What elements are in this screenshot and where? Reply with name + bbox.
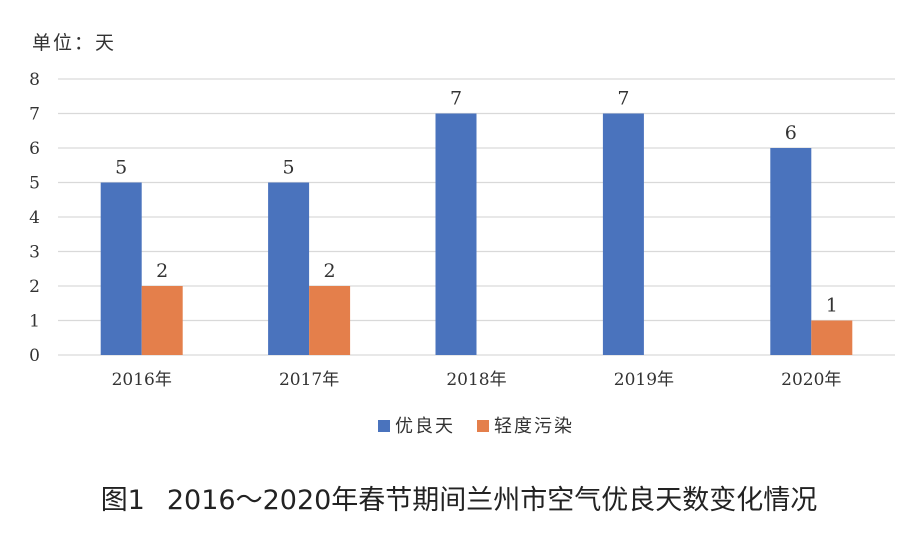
bar-good xyxy=(100,182,142,355)
bar-light-pollution xyxy=(141,286,183,355)
x-tick-label: 2019年 xyxy=(614,370,674,390)
unit-label: 单位：天 xyxy=(32,32,117,54)
data-label: 2 xyxy=(156,260,168,282)
x-tick-label: 2018年 xyxy=(446,370,506,390)
legend-swatch-good xyxy=(378,420,390,432)
y-tick-label: 8 xyxy=(29,70,40,90)
figure-title: 2016～2020年春节期间兰州市空气优良天数变化情况 xyxy=(166,485,818,516)
x-tick-label: 2017年 xyxy=(279,370,339,390)
y-tick-label: 0 xyxy=(29,346,40,366)
data-label: 7 xyxy=(617,88,629,110)
data-label: 7 xyxy=(450,88,462,110)
bar-good xyxy=(268,182,310,355)
data-label: 6 xyxy=(785,122,797,144)
bar-good xyxy=(602,113,644,355)
figure-number: 图1 xyxy=(100,485,145,516)
y-tick-label: 7 xyxy=(29,105,40,125)
data-label: 1 xyxy=(826,295,838,317)
bar-light-pollution xyxy=(309,286,351,355)
legend-label: 优良天 xyxy=(395,416,455,437)
legend-label: 轻度污染 xyxy=(494,416,574,437)
y-tick-label: 1 xyxy=(29,312,40,332)
y-tick-label: 6 xyxy=(29,139,40,159)
bar-light-pollution xyxy=(811,320,853,355)
data-label: 5 xyxy=(283,157,295,179)
data-label: 2 xyxy=(324,260,336,282)
bar-chart: 0 1 2 3 4 5 6 7 8 5 2 2016年 5 2 2017年 7 2018年 7 2019年 6 1 202… xyxy=(29,70,895,437)
y-tick-label: 4 xyxy=(29,208,40,228)
figure-caption: 图1 2016～2020年春节期间兰州市空气优良天数变化情况 xyxy=(0,478,918,517)
x-tick-label: 2016年 xyxy=(112,370,172,390)
y-tick-label: 3 xyxy=(29,243,40,263)
y-tick-label: 5 xyxy=(29,174,40,194)
bar-good xyxy=(770,148,812,355)
bar-good xyxy=(435,113,477,355)
x-tick-label: 2020年 xyxy=(781,370,841,390)
y-tick-label: 2 xyxy=(29,277,40,297)
legend-swatch-light-pollution xyxy=(477,420,489,432)
data-label: 5 xyxy=(115,157,127,179)
